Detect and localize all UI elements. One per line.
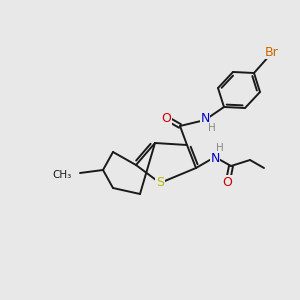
Text: H: H <box>216 143 224 153</box>
Text: Br: Br <box>265 46 279 59</box>
Text: N: N <box>210 152 220 164</box>
Text: H: H <box>208 123 216 133</box>
Text: O: O <box>222 176 232 188</box>
Text: N: N <box>200 112 210 125</box>
Text: CH₃: CH₃ <box>53 170 72 180</box>
Text: S: S <box>156 176 164 190</box>
Text: O: O <box>161 112 171 124</box>
